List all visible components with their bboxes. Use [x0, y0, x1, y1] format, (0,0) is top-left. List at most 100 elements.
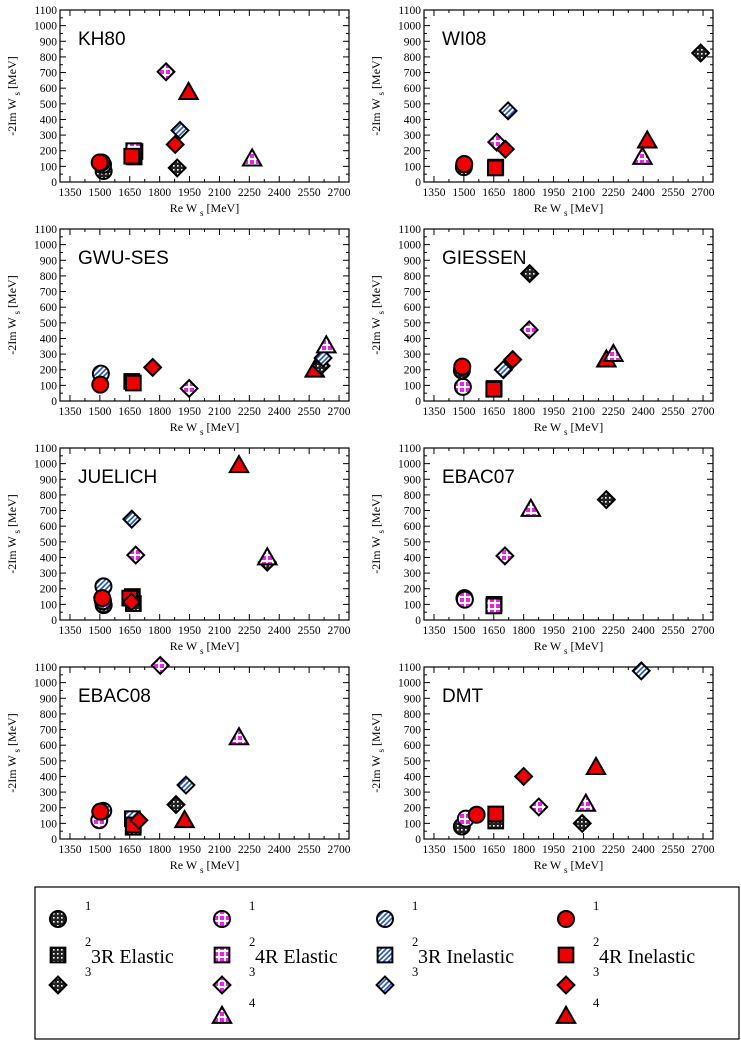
- y-tick-label: 200: [404, 365, 422, 377]
- data-point-red-circle: [455, 155, 474, 174]
- x-tick-label: 1650: [482, 625, 505, 637]
- y-tick-label: 600: [404, 740, 422, 752]
- x-tick-label: 1650: [118, 187, 141, 199]
- x-tick-label: 2550: [298, 187, 321, 199]
- y-tick-label: 900: [40, 693, 58, 705]
- y-tick-label: 1000: [398, 240, 421, 252]
- legend-number: 2: [412, 935, 418, 949]
- legend-marker-black-square: [49, 946, 67, 964]
- y-tick-label: 500: [40, 99, 58, 111]
- legend-marker-red-diamond: [556, 975, 576, 995]
- x-tick-label: 2400: [268, 844, 291, 856]
- x-tick-label: 2100: [572, 844, 595, 856]
- y-axis-label: -2Im W s [MeV]: [5, 275, 22, 354]
- legend-number: 1: [412, 899, 418, 913]
- x-tick-label: 2400: [632, 406, 655, 418]
- x-tick-label: 2700: [692, 406, 715, 418]
- panel-kh80: 1350 1500 1650 1800 1950 2100 2250 2400 2550 2700…: [5, 5, 351, 218]
- y-tick-label: 0: [415, 615, 421, 627]
- x-tick-label: 1500: [452, 844, 475, 856]
- x-tick-label: 1350: [58, 406, 81, 418]
- y-tick-label: 1000: [34, 21, 57, 33]
- y-tick-label: 1100: [34, 5, 57, 17]
- legend-number: 2: [249, 935, 255, 949]
- data-point-magenta-diamond: [156, 61, 176, 82]
- x-tick-label: 1350: [422, 406, 445, 418]
- legend-marker-magenta-diamond: [212, 975, 232, 995]
- y-tick-label: 900: [404, 474, 422, 486]
- x-axis-label: Re W s [MeV]: [534, 858, 603, 875]
- x-tick-label: 2700: [328, 625, 351, 637]
- y-tick-label: 700: [40, 725, 58, 737]
- x-tick-label: 1500: [88, 844, 111, 856]
- x-tick-label: 2550: [298, 844, 321, 856]
- y-tick-label: 100: [404, 380, 422, 392]
- x-tick-label: 1950: [542, 187, 565, 199]
- y-tick-label: 800: [404, 490, 422, 502]
- x-tick-label: 1500: [452, 187, 475, 199]
- y-tick-label: 700: [404, 68, 422, 80]
- data-point-red-diamond: [142, 357, 163, 378]
- x-axis-label: Re W s [MeV]: [534, 639, 603, 656]
- y-tick-label: 400: [404, 333, 422, 345]
- x-tick-label: 2250: [602, 844, 625, 856]
- data-point-red-triangle: [585, 755, 607, 775]
- y-tick-label: 1000: [34, 678, 57, 690]
- y-tick-label: 300: [40, 130, 58, 142]
- x-tick-label: 2100: [572, 625, 595, 637]
- x-tick-label: 2100: [572, 406, 595, 418]
- y-tick-label: 1100: [398, 662, 421, 674]
- y-tick-label: 200: [40, 803, 58, 815]
- x-tick-label: 1350: [422, 844, 445, 856]
- data-point-red-triangle: [173, 809, 196, 829]
- legend-group-3r-elastic: 1 2 33R Elastic: [48, 899, 174, 995]
- panel-ebac07: 1350 1500 1650 1800 1950 2100 2250 2400 2550 2700…: [369, 443, 715, 656]
- x-tick-label: 1950: [178, 625, 201, 637]
- legend-number: 3: [412, 965, 418, 979]
- panel-title: WI08: [442, 29, 486, 50]
- panel-title: GIESSEN: [442, 248, 526, 269]
- legend-number: 2: [593, 935, 599, 949]
- x-tick-label: 1800: [148, 844, 171, 856]
- y-tick-label: 800: [404, 271, 422, 283]
- x-tick-label: 1800: [148, 187, 171, 199]
- data-point-red-square: [124, 374, 142, 392]
- panel-wi08: 1350 1500 1650 1800 1950 2100 2250 2400 2550 2700…: [369, 5, 715, 218]
- legend-number: 4: [249, 996, 256, 1010]
- x-tick-label: 2400: [632, 187, 655, 199]
- y-tick-label: 700: [404, 725, 422, 737]
- x-tick-label: 1650: [118, 406, 141, 418]
- data-point-magenta-triangle: [574, 792, 597, 812]
- y-tick-label: 1100: [34, 224, 57, 236]
- data-point-red-square: [485, 380, 503, 398]
- panel-giessen: 1350 1500 1650 1800 1950 2100 2250 2400 2550 2700…: [369, 224, 715, 437]
- data-point-blue-diamond: [170, 120, 190, 141]
- data-point-magenta-diamond: [125, 545, 146, 565]
- data-point-red-circle: [91, 375, 110, 394]
- y-tick-label: 0: [415, 177, 421, 189]
- y-tick-label: 200: [404, 803, 422, 815]
- x-tick-label: 1650: [482, 844, 505, 856]
- y-tick-label: 200: [404, 584, 422, 596]
- x-tick-label: 2700: [328, 406, 351, 418]
- x-tick-label: 1950: [178, 187, 201, 199]
- y-tick-label: 100: [404, 818, 422, 830]
- y-tick-label: 700: [40, 68, 58, 80]
- x-tick-label: 1800: [148, 406, 171, 418]
- y-axis-label: -2Im W s [MeV]: [5, 56, 22, 135]
- data-point-magenta-diamond: [495, 546, 515, 566]
- y-tick-label: 1000: [398, 459, 421, 471]
- x-tick-label: 1800: [512, 406, 535, 418]
- x-tick-label: 2100: [208, 187, 231, 199]
- data-point-red-square: [123, 147, 141, 165]
- x-tick-label: 1650: [118, 625, 141, 637]
- y-tick-label: 100: [40, 380, 58, 392]
- legend-marker-red-triangle: [555, 1004, 577, 1024]
- legend-label: 4R Inelastic: [599, 946, 695, 968]
- y-tick-label: 300: [40, 568, 58, 580]
- y-tick-label: 0: [51, 396, 57, 408]
- x-tick-label: 1500: [88, 187, 111, 199]
- x-tick-label: 1350: [422, 625, 445, 637]
- x-axis-label: Re W s [MeV]: [170, 201, 239, 218]
